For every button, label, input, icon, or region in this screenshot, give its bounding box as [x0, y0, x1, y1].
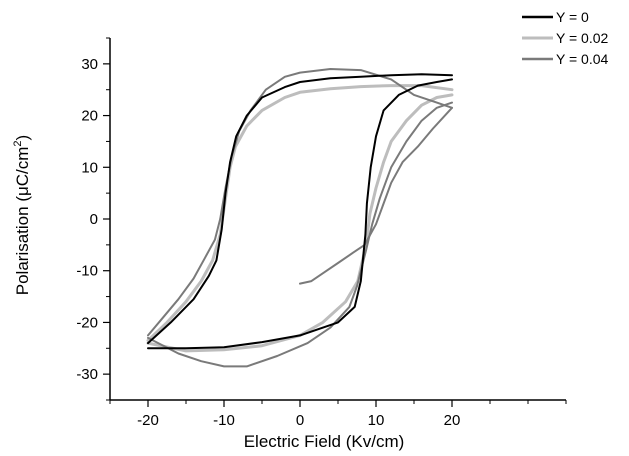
axis-ticks: -20 -10 0 10 20 -30 -20 -10 0 10 20 30 — [76, 37, 567, 429]
y-axis-title-close: ) — [13, 135, 32, 141]
legend-label: Y = 0.02 — [556, 30, 609, 46]
x-axis-title: Electric Field (Kv/cm) — [244, 432, 405, 451]
legend-label: Y = 0.04 — [556, 51, 609, 67]
y-tick-label: 10 — [81, 159, 98, 176]
legend: Y = 0 Y = 0.02 Y = 0.04 — [522, 9, 609, 67]
y-axis-title: Polarisation (μC/cm2) — [12, 135, 32, 295]
y-tick-label: 0 — [90, 211, 98, 228]
y-tick-label: -30 — [76, 366, 98, 383]
series-2-initial-branch — [299, 106, 453, 285]
axes — [109, 38, 566, 401]
data-curves — [146, 68, 454, 368]
x-tick-label: -20 — [137, 412, 159, 429]
y-tick-label: 30 — [81, 56, 98, 73]
x-tick-label: -10 — [213, 412, 235, 429]
y-axis-title-sup: 2 — [12, 140, 24, 146]
y-axis-title-main: Polarisation (μC/cm — [13, 147, 32, 296]
series-1-lower-branch — [146, 93, 454, 353]
y-tick-label: 20 — [81, 108, 98, 125]
y-tick-label: -20 — [76, 314, 98, 331]
series-0-lower-branch — [147, 78, 453, 350]
x-tick-label: 0 — [296, 412, 304, 429]
series-2-upper-branch — [147, 68, 453, 337]
series-1-upper-branch — [146, 84, 454, 342]
series-0-upper-branch — [147, 73, 453, 345]
y-tick-label: -10 — [76, 263, 98, 280]
x-tick-label: 10 — [368, 412, 385, 429]
x-tick-label: 20 — [444, 412, 461, 429]
series-2-lower-branch — [147, 101, 453, 368]
legend-label: Y = 0 — [556, 9, 589, 25]
